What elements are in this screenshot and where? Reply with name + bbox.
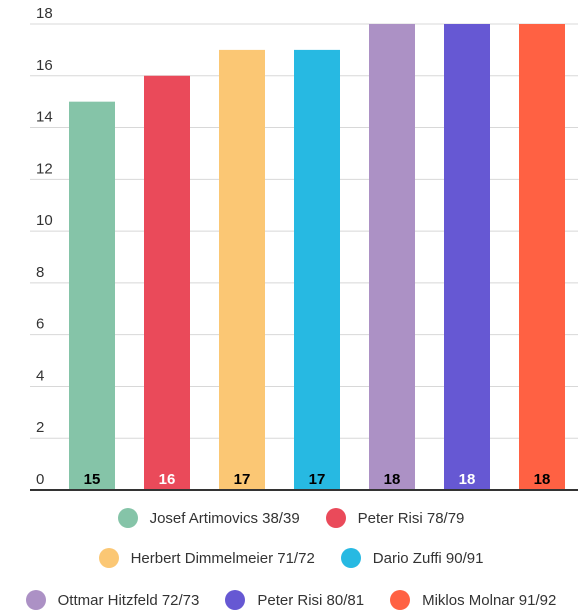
legend-label: Dario Zuffi 90/91 — [372, 549, 484, 567]
bar — [144, 75, 190, 491]
legend-swatch — [25, 590, 46, 610]
y-tick-label: 12 — [36, 160, 53, 177]
legend-swatch — [117, 508, 138, 528]
y-tick-label: 0 — [36, 471, 44, 488]
y-tick-label: 14 — [36, 109, 53, 126]
legend-label: Miklos Molnar 91/92 — [422, 591, 557, 609]
legend-item[interactable]: Dario Zuffi 90/91 — [340, 548, 484, 568]
legend-item[interactable]: Josef Artimovics 38/39 — [117, 508, 300, 528]
legend-row: Herbert Dimmelmeier 71/72 Dario Zuffi 90/… — [0, 546, 582, 570]
legend-swatch — [340, 548, 361, 568]
y-tick-label: 16 — [36, 57, 53, 74]
data-labels: 15 16 17 17 18 18 18 — [84, 471, 551, 488]
y-tick-label: 2 — [36, 419, 44, 436]
legend-row: Josef Artimovics 38/39 Peter Risi 78/79 — [0, 506, 582, 530]
bar-value-label: 15 — [84, 471, 101, 488]
bar-value-label: 17 — [234, 471, 251, 488]
y-tick-label: 10 — [36, 212, 53, 229]
legend-label: Peter Risi 78/79 — [357, 509, 465, 527]
y-tick-label: 4 — [36, 367, 44, 384]
bar — [69, 101, 115, 491]
y-tick-label: 6 — [36, 316, 44, 333]
legend-item[interactable]: Peter Risi 78/79 — [325, 508, 465, 528]
bar-value-label: 16 — [159, 471, 176, 488]
legend-label: Ottmar Hitzfeld 72/73 — [57, 591, 200, 609]
bar — [294, 49, 340, 491]
y-tick-label: 18 — [36, 5, 53, 22]
legend-row: Ottmar Hitzfeld 72/73 Peter Risi 80/81 Mik… — [0, 588, 582, 612]
legend-swatch — [325, 508, 346, 528]
bar — [369, 24, 415, 490]
legend-label: Josef Artimovics 38/39 — [149, 509, 300, 527]
legend-label: Herbert Dimmelmeier 71/72 — [130, 549, 315, 567]
legend-item[interactable]: Miklos Molnar 91/92 — [390, 590, 556, 610]
bar-value-label: 18 — [459, 471, 476, 488]
bar-chart: 0 2 4 6 8 10 12 14 16 18 15 16 17 17 18 18 18 — [30, 5, 578, 491]
bar-value-label: 18 — [534, 471, 551, 488]
legend-swatch — [225, 590, 246, 610]
y-tick-label: 8 — [36, 264, 44, 281]
legend-item[interactable]: Peter Risi 80/81 — [225, 590, 364, 610]
bar — [519, 24, 565, 490]
legend-label: Peter Risi 80/81 — [257, 591, 365, 609]
bars — [69, 24, 565, 491]
legend-item[interactable]: Herbert Dimmelmeier 71/72 — [98, 548, 315, 568]
bar — [219, 49, 265, 491]
bar-value-label: 17 — [309, 471, 326, 488]
bar-value-label: 18 — [384, 471, 401, 488]
legend-item[interactable]: Ottmar Hitzfeld 72/73 — [25, 590, 200, 610]
y-axis: 0 2 4 6 8 10 12 14 16 18 — [36, 5, 53, 488]
bar — [444, 24, 490, 490]
legend-swatch — [98, 548, 119, 568]
legend-swatch — [390, 590, 411, 610]
